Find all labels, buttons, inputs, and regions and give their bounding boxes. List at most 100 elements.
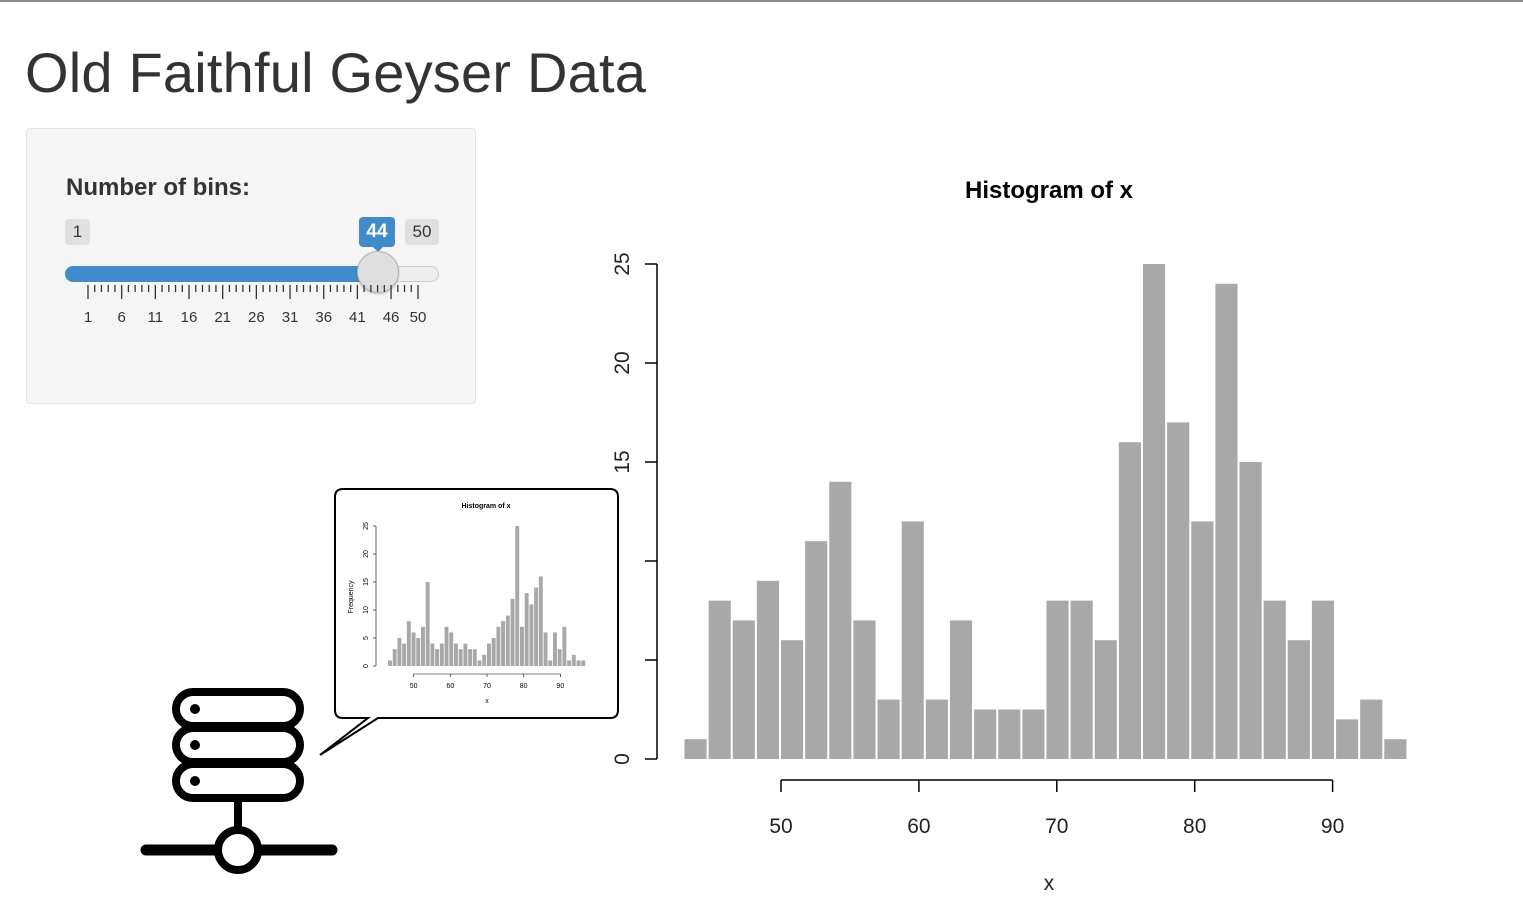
slider-value-badge: 44 [359, 217, 395, 252]
histogram-bar [1360, 699, 1383, 759]
x-axis-title: x [1044, 872, 1055, 895]
bins-slider-label: Number of bins: [66, 174, 250, 201]
thumbnail-y-tick-label: 5 [363, 636, 370, 640]
histogram-bar [998, 709, 1021, 759]
server-icon [140, 688, 338, 874]
thumbnail-bar [444, 626, 449, 666]
thumbnail-bar [510, 598, 515, 666]
thumbnail-bar [463, 643, 468, 666]
slider-tick-label: 36 [315, 309, 332, 326]
thumbnail-bar [392, 649, 397, 666]
thumbnail-bar [388, 660, 392, 666]
slider-tick-label: 41 [349, 309, 366, 326]
histogram-bar [708, 600, 731, 759]
histogram-bar [1142, 264, 1166, 759]
thumbnail-y-label: Frequency [348, 580, 355, 614]
thumbnail-bar [496, 626, 501, 666]
histogram-bar [1022, 709, 1045, 759]
thumbnail-bar [468, 649, 473, 666]
thumbnail-y-tick-label: 0 [363, 664, 370, 668]
histogram-bar [901, 521, 924, 759]
thumbnail-bar [487, 643, 491, 666]
histogram-chart: Histogram of x 0 15 20 25 50 60 70 80 90 x [611, 177, 1407, 895]
thumbnail-x-label: x [485, 698, 489, 705]
thumbnail-title: Histogram of x [461, 503, 510, 510]
thumbnail-bar [402, 643, 407, 666]
thumbnail-bar [439, 643, 444, 666]
histogram-bar [1287, 640, 1310, 759]
x-tick-label: 80 [1183, 815, 1206, 838]
histogram-bar [1167, 422, 1190, 759]
thumbnail-bar [454, 643, 458, 666]
thumbnail-bar [491, 638, 496, 666]
slider-tick-label: 6 [118, 309, 126, 326]
histogram-bar [877, 699, 900, 759]
thumbnail-bar [449, 632, 454, 666]
thumbnail-bar [458, 649, 463, 666]
chart-title: Histogram of x [965, 177, 1134, 204]
thumbnail-y-tick-label: 10 [363, 606, 370, 614]
y-tick-label: 15 [611, 450, 634, 473]
thumbnail-x-tick-label: 60 [446, 683, 454, 690]
thumbnail-bar [472, 649, 477, 666]
slider-tick-label: 46 [383, 309, 400, 326]
histogram-bar [1384, 739, 1407, 759]
slider-tick-label: 21 [214, 309, 231, 326]
histogram-bar [1336, 719, 1359, 759]
histogram-bar [1311, 600, 1335, 759]
bins-slider-handle[interactable] [357, 251, 399, 293]
histogram-bar [684, 739, 707, 759]
thumbnail-bar [421, 626, 425, 666]
slider-tick-label: 50 [410, 309, 427, 326]
x-axis: 50 60 70 80 90 [769, 779, 1344, 838]
thumbnail-y-tick-label: 15 [363, 578, 370, 586]
thumbnail-x-tick-label: 50 [410, 683, 418, 690]
thumbnail-bar [416, 638, 421, 666]
thumbnail-x-tick-label: 70 [483, 683, 491, 690]
sidebar-panel: Number of bins: 1 50 44 1 6 11 16 21 26 31 36 41… [26, 128, 476, 404]
thumbnail-bar [505, 615, 510, 666]
histogram-bar [1191, 521, 1214, 759]
slider-tick-label: 26 [248, 309, 265, 326]
histogram-bar [1239, 462, 1262, 759]
histogram-bar [974, 709, 997, 759]
histogram-bars [684, 264, 1407, 759]
histogram-bar [1070, 600, 1093, 759]
top-border [0, 0, 1523, 2]
histogram-bar [829, 481, 852, 759]
histogram-bar [732, 620, 755, 759]
histogram-bar [805, 541, 828, 759]
bins-slider-fill [65, 266, 379, 282]
slider-tick-label: 11 [148, 309, 164, 326]
histogram-bar [949, 620, 973, 759]
x-tick-label: 90 [1321, 815, 1344, 838]
histogram-bar [1215, 283, 1238, 759]
histogram-bar [1094, 640, 1117, 759]
thumbnail-bar [482, 654, 487, 666]
histogram-bar [781, 640, 804, 759]
thumbnail-bar [477, 660, 482, 666]
y-tick-label: 0 [611, 753, 634, 765]
y-tick-label: 20 [611, 351, 634, 374]
y-tick-label: 25 [611, 252, 634, 275]
thumbnail-bar [406, 621, 411, 666]
slider-tick-label: 16 [181, 309, 198, 326]
slider-tick-label: 31 [282, 309, 299, 326]
histogram-bar [925, 699, 948, 759]
histogram-bar [756, 580, 779, 759]
thumbnail-bar [430, 643, 435, 666]
histogram-bar [1046, 600, 1069, 759]
thumbnail-bar [425, 582, 430, 666]
x-tick-label: 60 [907, 815, 930, 838]
histogram-bar [853, 620, 876, 759]
slider-min-badge: 1 [65, 219, 90, 245]
histogram-bar [1118, 442, 1141, 759]
y-axis: 0 15 20 25 [611, 252, 658, 765]
slider-max-badge: 50 [405, 219, 439, 245]
x-tick-label: 70 [1045, 815, 1068, 838]
histogram-bar [1263, 600, 1286, 759]
thumbnail-bar [411, 632, 416, 666]
x-tick-label: 50 [769, 815, 792, 838]
thumbnail-bar [515, 526, 520, 666]
thumbnail-bar [435, 649, 440, 666]
